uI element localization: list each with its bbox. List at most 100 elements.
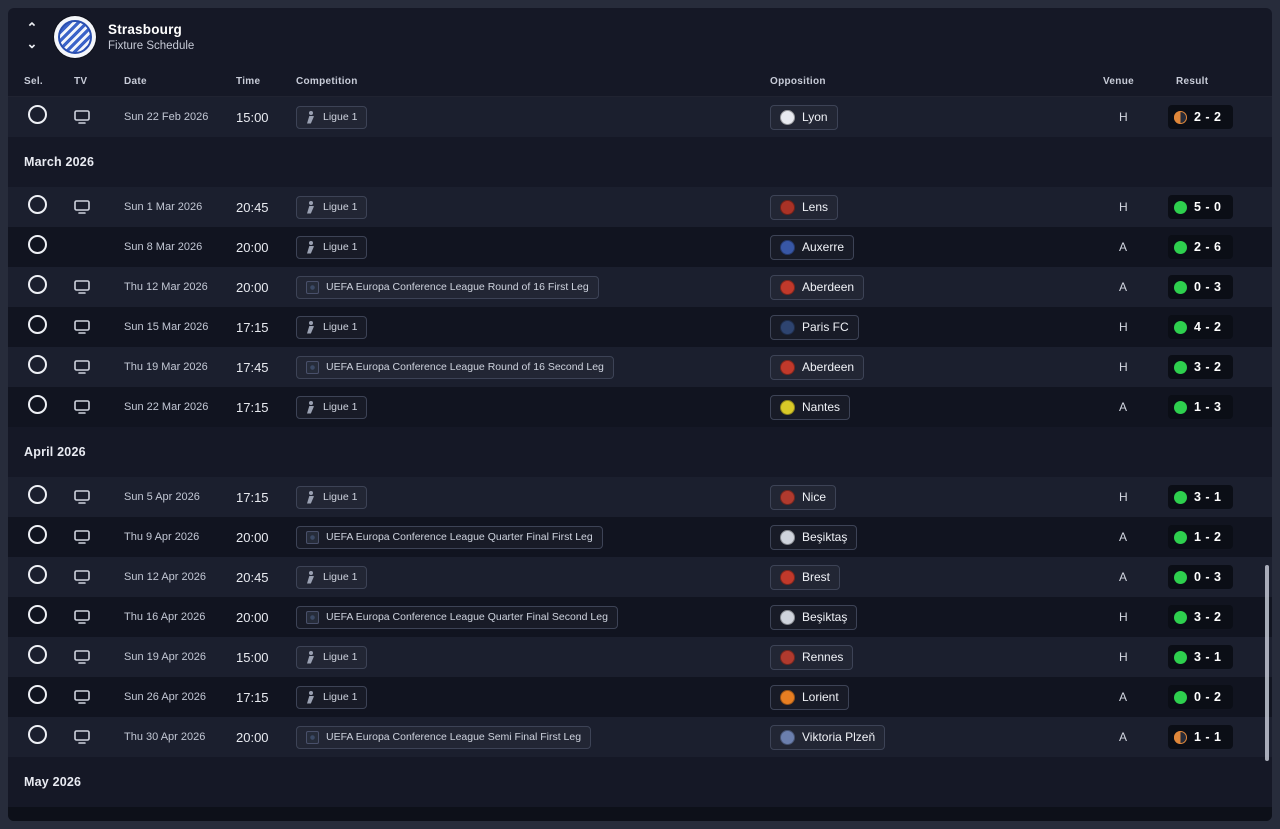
select-radio[interactable] [28, 315, 47, 334]
competition-badge[interactable]: UEFA Europa Conference League Quarter Fi… [296, 525, 603, 549]
competition-badge[interactable]: Ligue 1 [296, 565, 368, 589]
opposition-badge[interactable]: Viktoria Plzeň [770, 724, 886, 750]
competition-icon [306, 400, 316, 414]
result-indicator-icon [1174, 570, 1187, 584]
chevron-up-icon[interactable]: ⌃ [26, 20, 38, 35]
competition-badge[interactable]: Ligue 1 [296, 195, 368, 219]
result-badge[interactable]: 2 - 2 [1168, 105, 1233, 129]
result-score: 2 - 2 [1194, 110, 1222, 124]
result-badge[interactable]: 1 - 2 [1168, 525, 1233, 549]
scrollbar-thumb[interactable] [1265, 565, 1269, 761]
select-radio[interactable] [28, 395, 47, 414]
competition-label: Ligue 1 [323, 111, 358, 123]
result-badge[interactable]: 0 - 3 [1168, 565, 1233, 589]
select-radio[interactable] [28, 725, 47, 744]
venue-value: A [1119, 690, 1128, 704]
result-badge[interactable]: 5 - 0 [1168, 195, 1233, 219]
opposition-badge[interactable]: Auxerre [770, 234, 855, 260]
opposition-badge[interactable]: Aberdeen [770, 354, 865, 380]
opposition-badge[interactable]: Rennes [770, 644, 854, 670]
tv-icon [74, 610, 90, 624]
competition-badge[interactable]: Ligue 1 [296, 315, 368, 339]
fixture-row[interactable]: Sun 12 Apr 2026 20:45 Ligue 1 Brest A 0 … [8, 557, 1272, 597]
opposition-badge[interactable]: Brest [770, 564, 841, 590]
column-header-time[interactable]: Time [236, 75, 261, 87]
result-badge[interactable]: 2 - 6 [1168, 235, 1233, 259]
fixture-date: Thu 12 Mar 2026 [124, 281, 208, 293]
result-badge[interactable]: 4 - 2 [1168, 315, 1233, 339]
competition-badge[interactable]: Ligue 1 [296, 485, 368, 509]
fixture-row[interactable]: Sun 5 Apr 2026 17:15 Ligue 1 Nice H 3 - … [8, 477, 1272, 517]
result-badge[interactable]: 3 - 1 [1168, 485, 1233, 509]
fixture-row[interactable]: Thu 19 Mar 2026 17:45 UEFA Europa Confer… [8, 347, 1272, 387]
opposition-badge[interactable]: Nantes [770, 394, 851, 420]
opposition-name: Beşiktaş [802, 610, 848, 624]
competition-badge[interactable]: UEFA Europa Conference League Quarter Fi… [296, 605, 618, 629]
fixture-row[interactable]: Sun 19 Apr 2026 15:00 Ligue 1 Rennes H 3… [8, 637, 1272, 677]
fixture-row[interactable]: Sun 22 Mar 2026 17:15 Ligue 1 Nantes A 1… [8, 387, 1272, 427]
opposition-crest-icon [780, 359, 795, 375]
select-radio[interactable] [28, 685, 47, 704]
opposition-badge[interactable]: Beşiktaş [770, 524, 858, 550]
opposition-badge[interactable]: Beşiktaş [770, 604, 858, 630]
column-header-venue[interactable]: Venue [1103, 75, 1134, 87]
opposition-badge[interactable]: Lorient [770, 684, 849, 710]
opposition-badge[interactable]: Aberdeen [770, 274, 865, 300]
column-header-opposition[interactable]: Opposition [770, 75, 826, 87]
column-header-date[interactable]: Date [124, 75, 147, 87]
fixture-row[interactable]: Sun 1 Mar 2026 20:45 Ligue 1 Lens H 5 - … [8, 187, 1272, 227]
fixture-schedule-panel: ⌃ ⌄ Strasbourg Fixture Schedule Sel. TV … [8, 8, 1272, 821]
opposition-crest-icon [780, 729, 795, 745]
result-badge[interactable]: 3 - 2 [1168, 605, 1233, 629]
opposition-crest-icon [780, 609, 795, 625]
competition-badge[interactable]: Ligue 1 [296, 395, 368, 419]
chevron-down-icon[interactable]: ⌄ [26, 36, 38, 51]
competition-badge[interactable]: Ligue 1 [296, 235, 368, 259]
select-radio[interactable] [28, 355, 47, 374]
select-radio[interactable] [28, 605, 47, 624]
select-radio[interactable] [28, 485, 47, 504]
column-header-sel[interactable]: Sel. [24, 75, 43, 87]
result-badge[interactable]: 3 - 1 [1168, 645, 1233, 669]
result-badge[interactable]: 1 - 3 [1168, 395, 1233, 419]
result-indicator-icon [1174, 360, 1187, 374]
select-radio[interactable] [28, 645, 47, 664]
competition-badge[interactable]: Ligue 1 [296, 645, 368, 669]
competition-badge[interactable]: UEFA Europa Conference League Round of 1… [296, 355, 614, 379]
tv-icon [74, 320, 90, 334]
result-badge[interactable]: 0 - 2 [1168, 685, 1233, 709]
fixture-row[interactable]: Sun 8 Mar 2026 20:00 Ligue 1 Auxerre A 2… [8, 227, 1272, 267]
opposition-badge[interactable]: Lens [770, 194, 839, 220]
fixture-row[interactable]: Thu 9 Apr 2026 20:00 UEFA Europa Confere… [8, 517, 1272, 557]
column-header-competition[interactable]: Competition [296, 75, 358, 87]
select-radio[interactable] [28, 105, 47, 124]
column-header-result[interactable]: Result [1176, 75, 1209, 87]
opposition-badge[interactable]: Paris FC [770, 314, 859, 340]
competition-badge[interactable]: Ligue 1 [296, 685, 368, 709]
fixture-row[interactable]: Sun 22 Feb 2026 15:00 Ligue 1 Lyon H 2 -… [8, 97, 1272, 137]
venue-value: H [1119, 200, 1128, 214]
select-radio[interactable] [28, 235, 47, 254]
select-radio[interactable] [28, 195, 47, 214]
fixture-date: Thu 16 Apr 2026 [124, 611, 206, 623]
competition-badge[interactable]: UEFA Europa Conference League Round of 1… [296, 275, 599, 299]
fixture-row[interactable]: Thu 16 Apr 2026 20:00 UEFA Europa Confer… [8, 597, 1272, 637]
fixture-row[interactable]: Sun 15 Mar 2026 17:15 Ligue 1 Paris FC H… [8, 307, 1272, 347]
competition-badge[interactable]: UEFA Europa Conference League Semi Final… [296, 725, 592, 749]
fixture-row[interactable]: Thu 30 Apr 2026 20:00 UEFA Europa Confer… [8, 717, 1272, 757]
result-indicator-icon [1174, 730, 1187, 744]
select-radio[interactable] [28, 565, 47, 584]
result-indicator-icon [1174, 650, 1187, 664]
select-radio[interactable] [28, 525, 47, 544]
opposition-badge[interactable]: Nice [770, 484, 837, 510]
competition-badge[interactable]: Ligue 1 [296, 105, 368, 129]
result-score: 3 - 1 [1194, 490, 1222, 504]
result-badge[interactable]: 0 - 3 [1168, 275, 1233, 299]
opposition-badge[interactable]: Lyon [770, 104, 838, 130]
column-header-tv[interactable]: TV [74, 75, 88, 87]
select-radio[interactable] [28, 275, 47, 294]
fixture-row[interactable]: Thu 12 Mar 2026 20:00 UEFA Europa Confer… [8, 267, 1272, 307]
result-badge[interactable]: 1 - 1 [1168, 725, 1233, 749]
fixture-row[interactable]: Sun 26 Apr 2026 17:15 Ligue 1 Lorient A … [8, 677, 1272, 717]
result-badge[interactable]: 3 - 2 [1168, 355, 1233, 379]
